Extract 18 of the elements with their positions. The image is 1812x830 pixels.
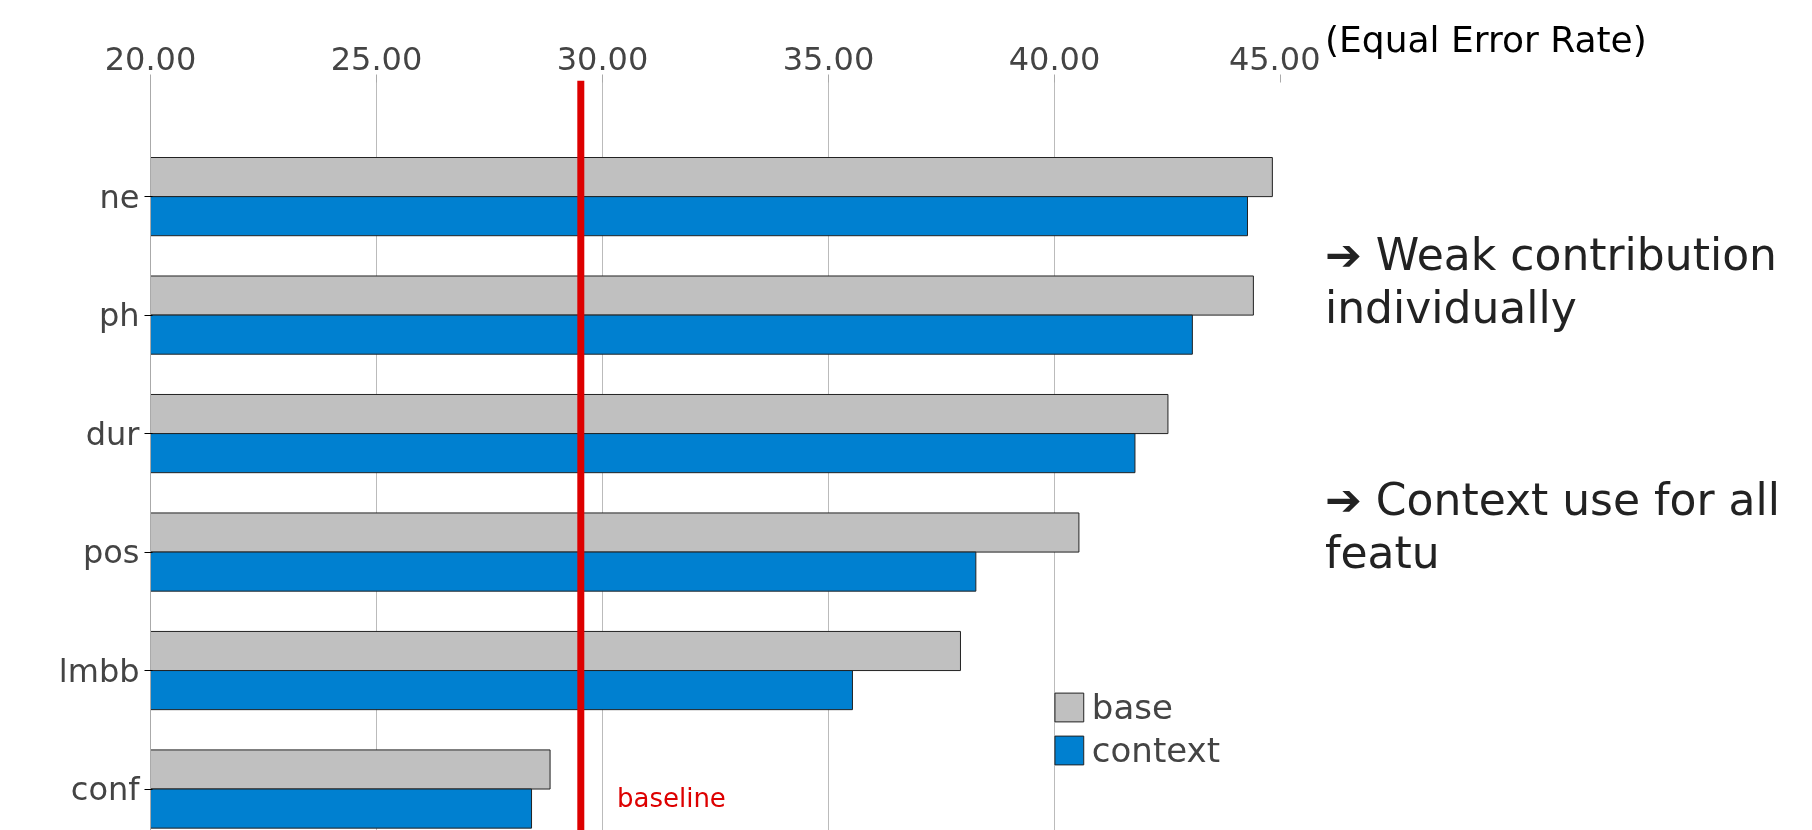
x-tick-label: 25.00 <box>330 39 423 78</box>
x-tick-label: 30.00 <box>556 39 649 78</box>
x-axis-title: (Equal Error Rate) <box>1325 18 1647 62</box>
x-tick-label: 45.00 <box>1228 39 1321 78</box>
y-tick-label: dur <box>85 414 141 453</box>
text: ➔ Weak contribution individually <box>1325 229 1778 335</box>
y-tick-label: pos <box>82 533 140 572</box>
legend-label: context <box>1091 730 1220 770</box>
y-tick-label: conf <box>70 770 141 809</box>
x-tick-label: 40.00 <box>1008 39 1101 78</box>
y-tick-label: lmbb <box>58 651 140 690</box>
text: ➔ Context use for all featu <box>1325 474 1781 580</box>
x-tick-label: 35.00 <box>782 39 875 78</box>
ref-line-label: baseline <box>616 782 726 813</box>
x-tick-label: 20.00 <box>104 39 197 78</box>
y-tick-label: ph <box>98 296 140 335</box>
legend-label: base <box>1091 687 1173 727</box>
y-tick-label: ne <box>99 177 140 216</box>
